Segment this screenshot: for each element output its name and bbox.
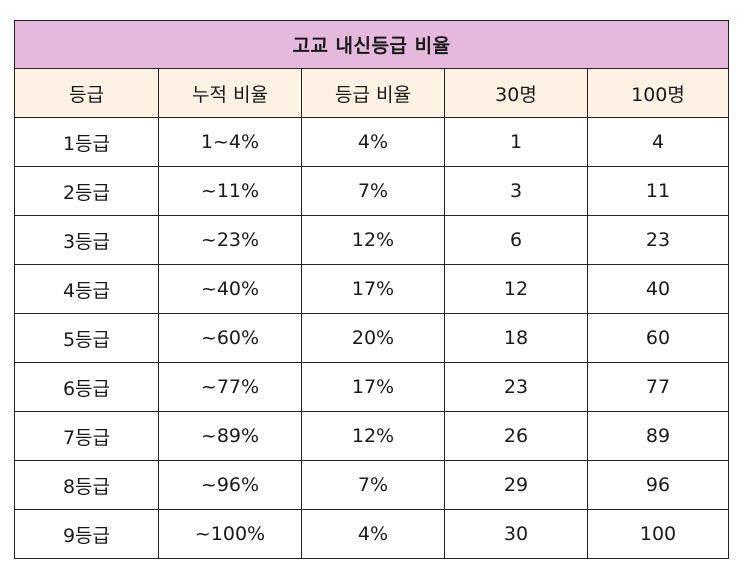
grade-ratio-table: 고교 내신등급 비율 등급 누적 비율 등급 비율 30명 100명 1등급 1… <box>13 20 730 559</box>
header-100-students: 100명 <box>586 68 730 118</box>
cumulative-ratio-cell: ~60% <box>158 313 302 363</box>
table-row: 6등급 ~77% 17% 23 77 <box>14 362 730 412</box>
grade-cell: 4등급 <box>14 264 159 314</box>
grade-ratio-cell: 17% <box>301 264 445 314</box>
count-30-cell: 3 <box>444 166 588 216</box>
cumulative-ratio-cell: ~89% <box>158 411 302 461</box>
count-30-cell: 30 <box>444 509 588 559</box>
count-100-cell: 4 <box>586 117 730 167</box>
grade-ratio-cell: 4% <box>301 509 445 559</box>
grade-cell: 7등급 <box>14 411 159 461</box>
table-row: 5등급 ~60% 20% 18 60 <box>14 313 730 363</box>
count-30-cell: 26 <box>444 411 588 461</box>
header-grade: 등급 <box>14 68 159 118</box>
grade-cell: 5등급 <box>14 313 159 363</box>
table-row: 8등급 ~96% 7% 29 96 <box>14 460 730 510</box>
grade-ratio-cell: 12% <box>301 411 445 461</box>
grade-cell: 9등급 <box>14 509 159 559</box>
header-30-students: 30명 <box>444 68 588 118</box>
cumulative-ratio-cell: ~96% <box>158 460 302 510</box>
count-100-cell: 23 <box>586 215 730 265</box>
grade-ratio-cell: 20% <box>301 313 445 363</box>
grade-cell: 3등급 <box>14 215 159 265</box>
table-row: 7등급 ~89% 12% 26 89 <box>14 411 730 461</box>
count-30-cell: 12 <box>444 264 588 314</box>
header-row: 등급 누적 비율 등급 비율 30명 100명 <box>14 68 730 118</box>
count-100-cell: 11 <box>586 166 730 216</box>
grade-cell: 6등급 <box>14 362 159 412</box>
grade-cell: 2등급 <box>14 166 159 216</box>
header-cumulative-ratio: 누적 비율 <box>158 68 302 118</box>
count-30-cell: 1 <box>444 117 588 167</box>
header-grade-ratio: 등급 비율 <box>301 68 445 118</box>
grade-ratio-cell: 7% <box>301 166 445 216</box>
grade-ratio-cell: 4% <box>301 117 445 167</box>
title-row: 고교 내신등급 비율 <box>13 20 730 69</box>
cumulative-ratio-cell: ~11% <box>158 166 302 216</box>
table-row: 4등급 ~40% 17% 12 40 <box>14 264 730 314</box>
cumulative-ratio-cell: ~23% <box>158 215 302 265</box>
count-100-cell: 77 <box>586 362 730 412</box>
table-row: 2등급 ~11% 7% 3 11 <box>14 166 730 216</box>
count-100-cell: 60 <box>586 313 730 363</box>
table-row: 1등급 1~4% 4% 1 4 <box>14 117 730 167</box>
count-100-cell: 40 <box>586 264 730 314</box>
table-title: 고교 내신등급 비율 <box>13 20 730 69</box>
grade-ratio-cell: 7% <box>301 460 445 510</box>
grade-cell: 8등급 <box>14 460 159 510</box>
count-30-cell: 18 <box>444 313 588 363</box>
cumulative-ratio-cell: ~40% <box>158 264 302 314</box>
table-row: 3등급 ~23% 12% 6 23 <box>14 215 730 265</box>
count-30-cell: 29 <box>444 460 588 510</box>
cumulative-ratio-cell: ~77% <box>158 362 302 412</box>
grade-cell: 1등급 <box>14 117 159 167</box>
grade-ratio-cell: 17% <box>301 362 445 412</box>
cumulative-ratio-cell: ~100% <box>158 509 302 559</box>
count-100-cell: 96 <box>586 460 730 510</box>
cumulative-ratio-cell: 1~4% <box>158 117 302 167</box>
count-30-cell: 6 <box>444 215 588 265</box>
grade-ratio-cell: 12% <box>301 215 445 265</box>
count-100-cell: 100 <box>586 509 730 559</box>
table-row: 9등급 ~100% 4% 30 100 <box>14 509 730 559</box>
count-100-cell: 89 <box>586 411 730 461</box>
count-30-cell: 23 <box>444 362 588 412</box>
